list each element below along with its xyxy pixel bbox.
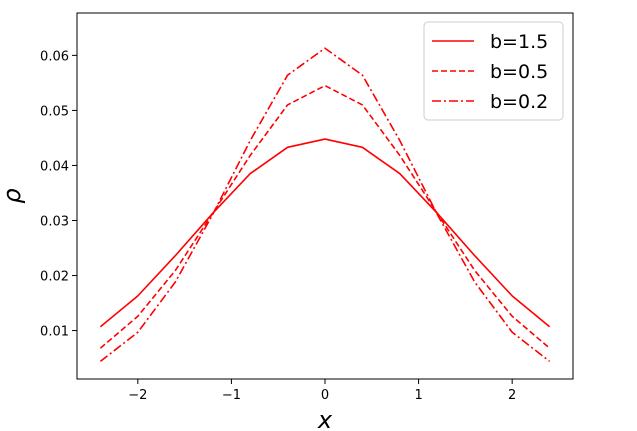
x-axis-label: x — [317, 406, 333, 431]
y-axis-ticks: 0.01 0.02 0.03 0.04 0.05 0.06 — [40, 49, 77, 340]
y-axis-label: ρ — [0, 188, 26, 203]
series-line-1 — [99, 138, 551, 328]
x-tick-label: −1 — [222, 388, 241, 403]
y-tick-label: 0.05 — [40, 104, 69, 119]
y-tick-label: 0.02 — [40, 270, 69, 285]
y-tick-label: 0.01 — [40, 325, 69, 340]
x-tick-label: 0 — [321, 388, 329, 403]
legend: b=1.5 b=0.5 b=0.2 — [423, 21, 564, 121]
legend-label-3: b=0.2 — [490, 91, 548, 113]
legend-box — [423, 21, 564, 121]
legend-label-2: b=0.5 — [490, 61, 548, 83]
y-tick-label: 0.04 — [40, 159, 69, 174]
series-line-3 — [99, 47, 551, 363]
legend-label-1: b=1.5 — [490, 31, 548, 53]
x-axis-ticks: −2 −1 0 1 2 — [128, 379, 516, 403]
x-tick-label: −2 — [128, 388, 147, 403]
series-line-2 — [99, 84, 551, 349]
y-tick-label: 0.03 — [40, 214, 69, 229]
x-tick-label: 2 — [508, 388, 516, 403]
x-tick-label: 1 — [414, 388, 422, 403]
y-tick-label: 0.06 — [40, 49, 69, 64]
plot-lines — [99, 47, 551, 363]
